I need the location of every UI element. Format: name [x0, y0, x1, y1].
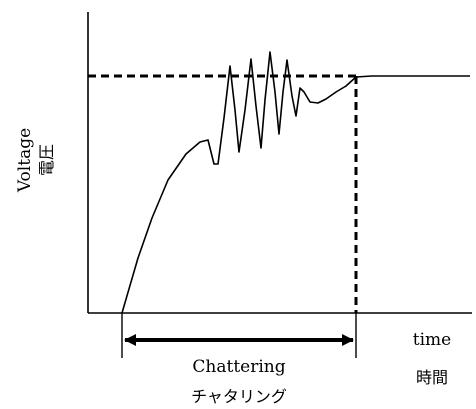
chattering-label-en: Chattering: [192, 357, 285, 377]
voltage-label-ja: 電圧: [37, 144, 56, 176]
time-label-ja: 時間: [416, 368, 448, 387]
voltage-label-en: Voltage: [15, 128, 35, 193]
time-label-en: time: [413, 330, 451, 350]
chattering-label-ja: チャタリング: [191, 387, 287, 406]
voltage-waveform: [121, 51, 470, 314]
